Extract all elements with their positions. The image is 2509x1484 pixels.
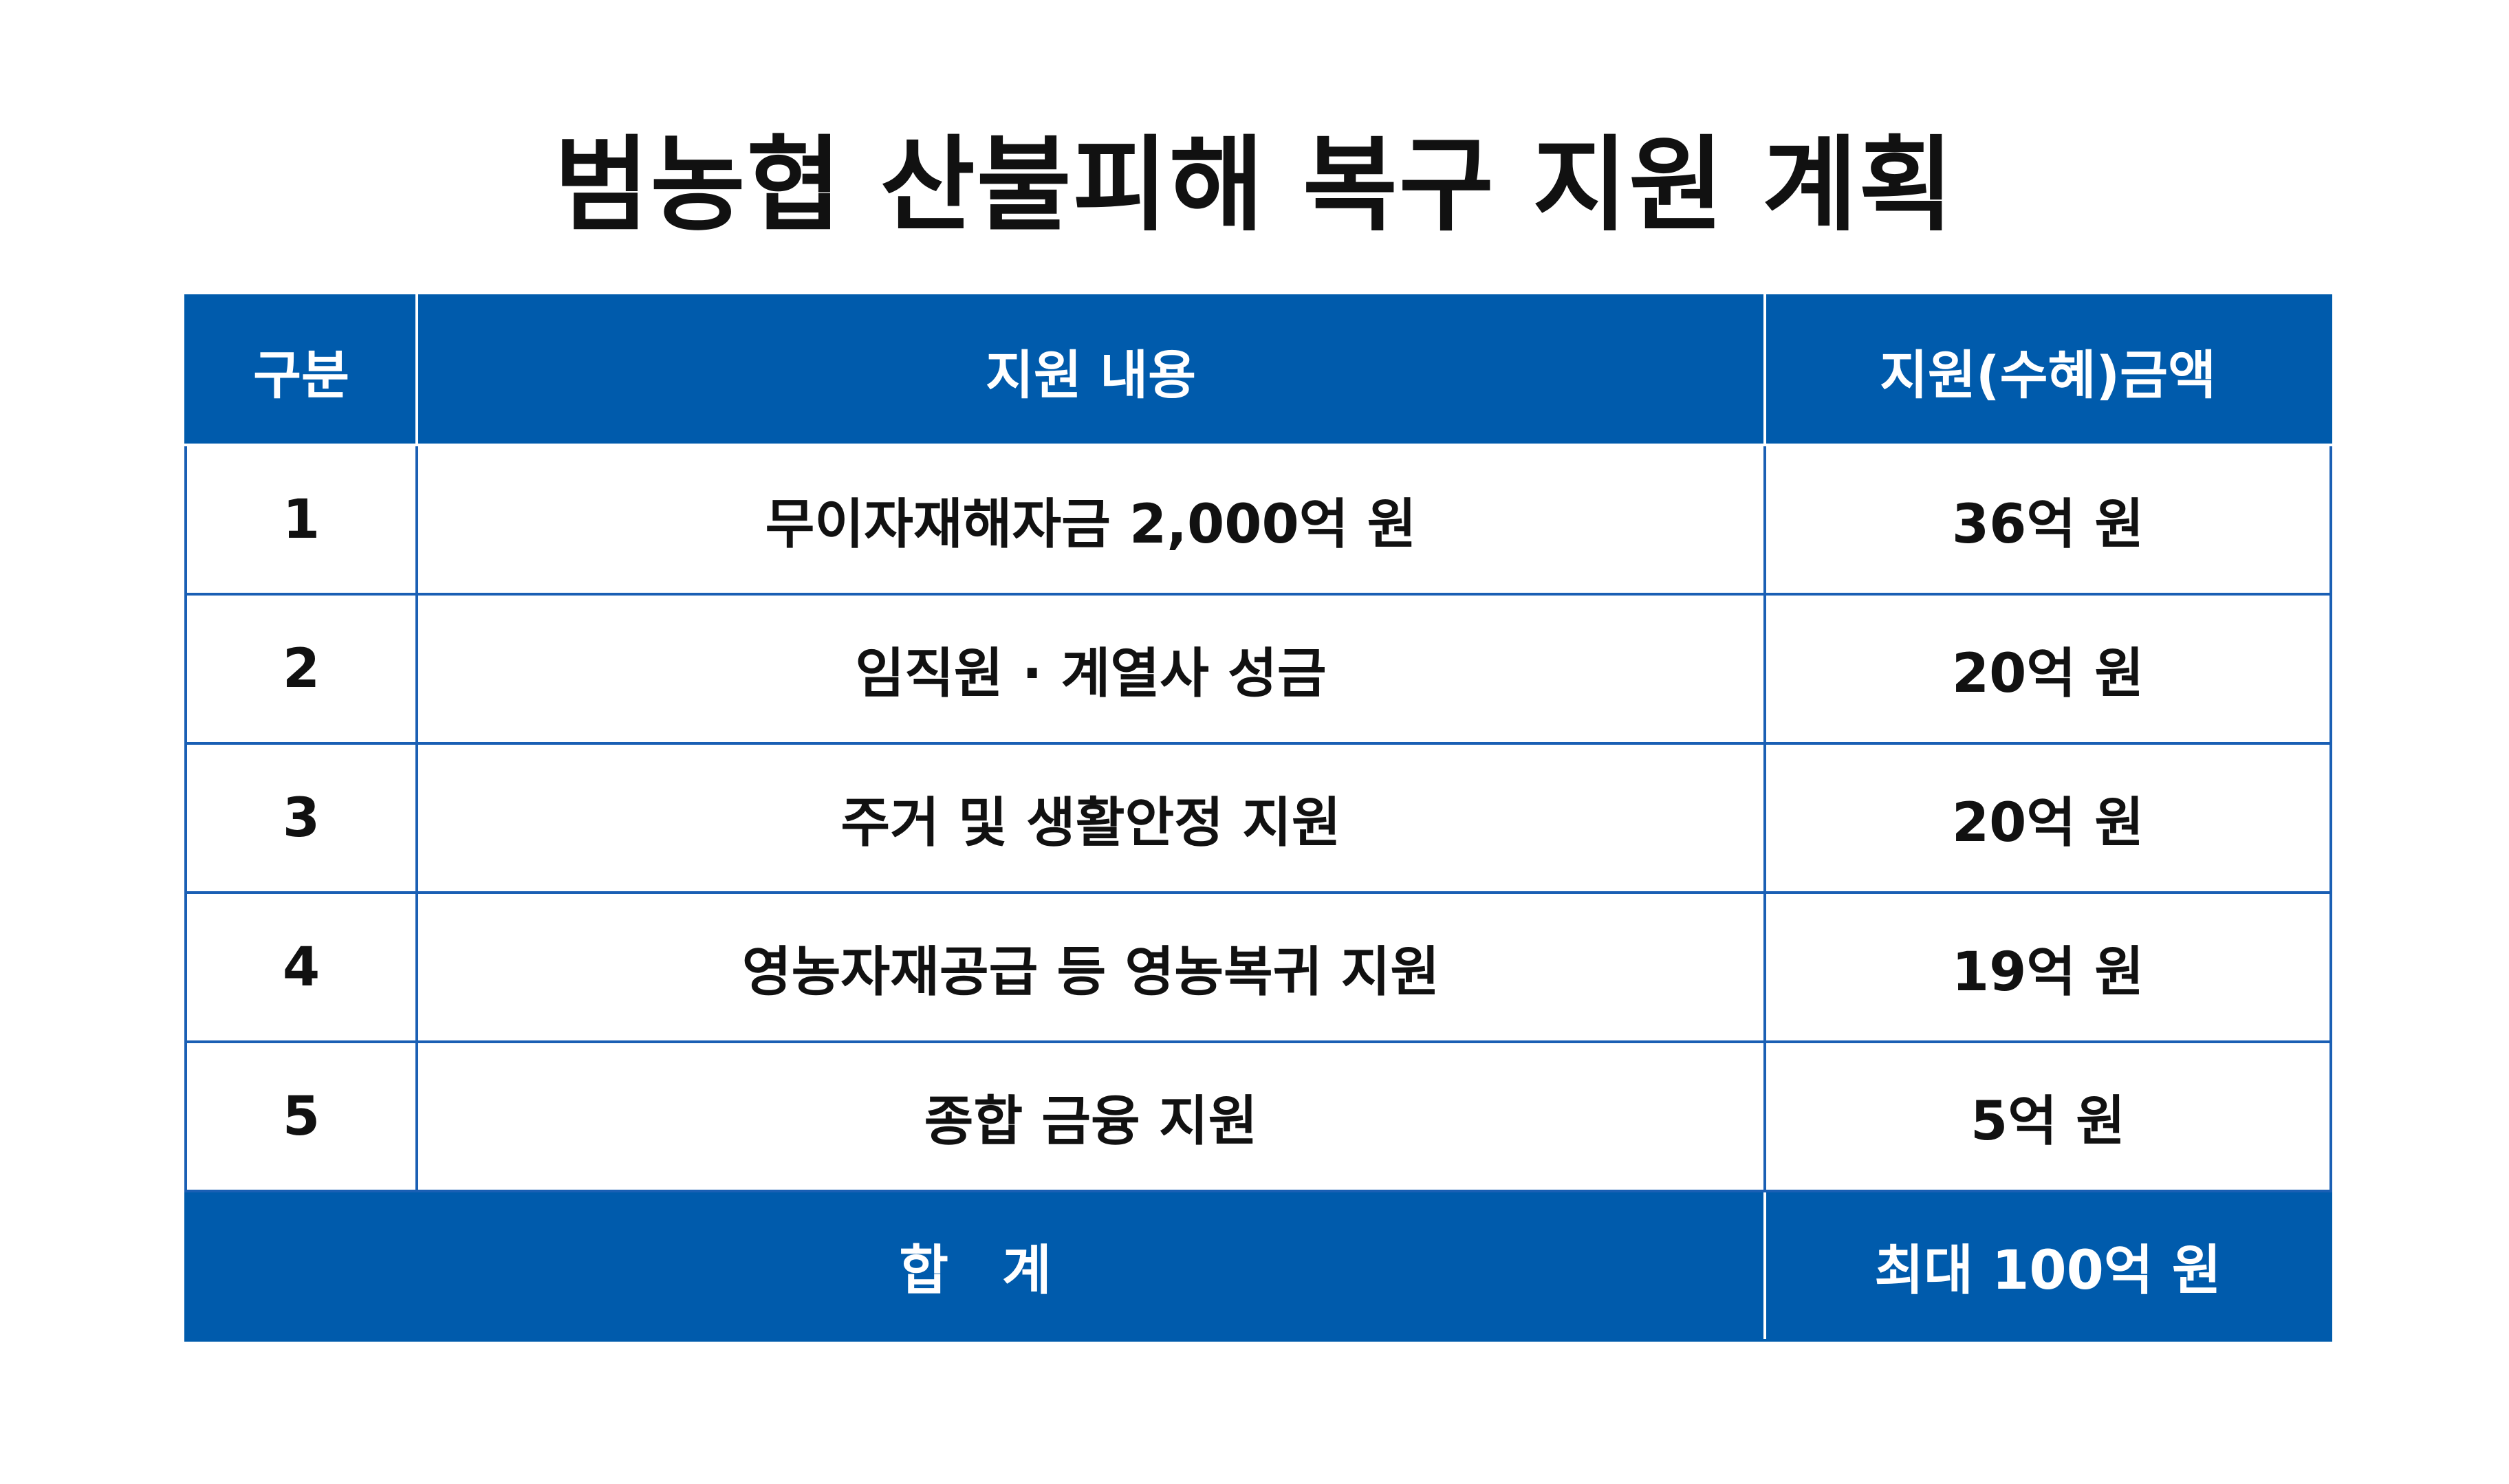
table-row: 2 임직원 · 계열사 성금 20억 원 [184,593,2332,745]
table-header-row: 구분 지원 내용 지원(수혜)금액 [184,294,2332,446]
table-total-row: 합 계 최대 100억 원 [184,1190,2332,1342]
total-label: 합 계 [184,1190,1766,1342]
row-amount: 36억 원 [1763,444,2332,596]
row-number: 4 [184,891,418,1043]
header-amount: 지원(수혜)금액 [1763,294,2332,446]
table-row: 1 무이자재해자금 2,000억 원 36억 원 [184,444,2332,596]
row-content: 주거 및 생활안정 지원 [415,742,1766,894]
row-number: 5 [184,1040,418,1192]
row-amount: 19억 원 [1763,891,2332,1043]
row-number: 2 [184,593,418,745]
row-amount: 5억 원 [1763,1040,2332,1192]
row-amount: 20억 원 [1763,742,2332,894]
page-title: 범농협 산불피해 복구 지원 계획 [554,126,1955,245]
row-content: 무이자재해자금 2,000억 원 [415,444,1766,596]
support-plan-table: 구분 지원 내용 지원(수혜)금액 1 무이자재해자금 2,000억 원 36억… [184,294,2332,1342]
total-amount: 최대 100억 원 [1763,1190,2332,1342]
header-content: 지원 내용 [415,294,1766,446]
row-content: 종합 금융 지원 [415,1040,1766,1192]
row-number: 3 [184,742,418,894]
row-content: 영농자재공급 등 영농복귀 지원 [415,891,1766,1043]
header-category: 구분 [184,294,418,446]
row-amount: 20억 원 [1763,593,2332,745]
table-row: 4 영농자재공급 등 영농복귀 지원 19억 원 [184,891,2332,1043]
table-row: 3 주거 및 생활안정 지원 20억 원 [184,742,2332,894]
row-number: 1 [184,444,418,596]
row-content: 임직원 · 계열사 성금 [415,593,1766,745]
table-row: 5 종합 금융 지원 5억 원 [184,1040,2332,1192]
